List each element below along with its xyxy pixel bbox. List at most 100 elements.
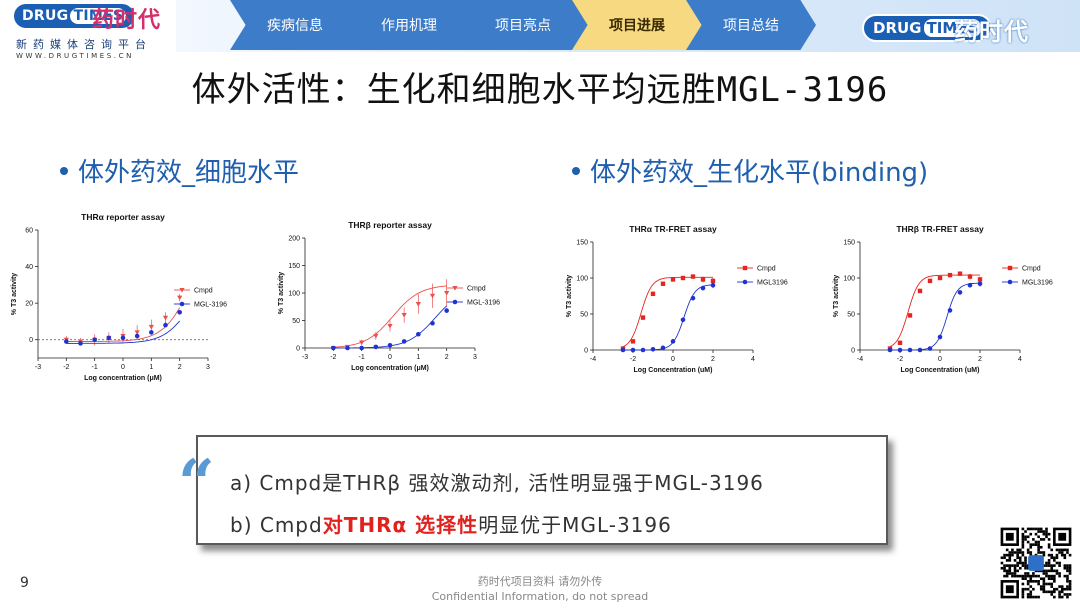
data-point bbox=[967, 274, 973, 279]
x-tick-label: 4 bbox=[1018, 356, 1022, 363]
legend-label: Cmpd bbox=[1022, 266, 1041, 273]
data-point bbox=[700, 285, 706, 291]
data-point bbox=[345, 345, 350, 351]
data-point bbox=[917, 288, 923, 294]
data-point bbox=[660, 281, 666, 286]
data-point bbox=[680, 317, 686, 323]
y-axis-label: % T3 activity bbox=[833, 275, 840, 318]
data-point bbox=[134, 330, 140, 335]
data-point bbox=[917, 347, 923, 353]
section-heading-biochemical: 体外药效_生化水平(binding) bbox=[572, 152, 928, 189]
conclusion-line-b: b) Cmpd对THRα 选择性明显优于MGL-3196 bbox=[230, 513, 672, 537]
x-tick-label: -2 bbox=[63, 364, 69, 371]
chart-title: THRβ reporter assay bbox=[348, 220, 432, 230]
data-point bbox=[177, 309, 182, 315]
data-point bbox=[907, 313, 913, 318]
legend-label: MGL3196 bbox=[757, 280, 788, 287]
x-tick-label: -4 bbox=[590, 356, 596, 363]
series-fit-curve-mgl3196 bbox=[66, 320, 181, 344]
drugtimes-logo[interactable]: DRUG TIMES 药时代 新药媒体咨询平台 WWW.DRUGTIMES.CN bbox=[14, 4, 174, 70]
data-point bbox=[957, 271, 963, 276]
qr-code-icon[interactable] bbox=[998, 525, 1074, 601]
nav-tab-mechanism[interactable]: 作用机理 bbox=[344, 0, 474, 50]
highlight-selectivity: 对THRα 选择性 bbox=[322, 513, 479, 537]
x-tick-label: 3 bbox=[473, 354, 477, 361]
legend-marker bbox=[179, 288, 185, 293]
x-tick-label: 2 bbox=[711, 356, 715, 363]
nav-tab-summary[interactable]: 项目总结 bbox=[686, 0, 816, 50]
y-tick-label: 40 bbox=[25, 264, 33, 271]
data-point bbox=[415, 302, 421, 307]
data-point bbox=[640, 315, 646, 320]
data-point bbox=[690, 274, 696, 279]
drugtimes-logo-right: DRUG TIMES 药时代 bbox=[862, 12, 1062, 46]
footer-line-cn: 药时代项目资料 请勿外传 bbox=[477, 575, 603, 588]
data-point bbox=[64, 339, 69, 344]
nav-tab-highlights[interactable]: 项目亮点 bbox=[458, 0, 588, 50]
data-point bbox=[416, 331, 421, 337]
legend-label: MGL-3196 bbox=[194, 302, 227, 309]
y-tick-label: 50 bbox=[580, 312, 588, 319]
slide-title: 体外活性：生化和细胞水平均远胜MGL-3196 bbox=[191, 70, 889, 110]
x-tick-label: 2 bbox=[178, 364, 182, 371]
data-point bbox=[429, 293, 436, 299]
data-point bbox=[670, 277, 676, 282]
chart-canvas: THRβ reporter assay 0 50 100 150 200 -3 -2 -1 0 1 2… bbox=[278, 220, 500, 372]
data-point bbox=[630, 339, 636, 344]
data-point bbox=[162, 315, 169, 321]
data-point bbox=[630, 347, 636, 353]
legend-label: MGL-3196 bbox=[467, 300, 500, 307]
conclusion-box bbox=[196, 435, 888, 545]
x-tick-label: 3 bbox=[206, 364, 210, 371]
y-tick-label: 150 bbox=[843, 240, 855, 247]
x-tick-label: -3 bbox=[35, 364, 41, 371]
x-tick-label: -4 bbox=[857, 356, 863, 363]
data-point bbox=[78, 341, 83, 346]
y-tick-label: 0 bbox=[29, 337, 33, 344]
data-point bbox=[927, 346, 933, 351]
data-point bbox=[650, 346, 656, 352]
data-point bbox=[897, 347, 903, 353]
data-point bbox=[710, 278, 716, 284]
logo-tagline: 新药媒体咨询平台 bbox=[16, 38, 152, 51]
x-tick-label: 1 bbox=[416, 354, 420, 361]
chart-title: THRα reporter assay bbox=[81, 212, 165, 222]
series-fit-curve-cmpd bbox=[889, 274, 980, 348]
data-point bbox=[359, 340, 365, 346]
y-tick-label: 200 bbox=[288, 236, 300, 243]
data-point bbox=[387, 342, 393, 348]
chart-thrb-trfret: THRβ TR-FRET assay 0 50 100 150 -4 -2 0 2 4 Log Co… bbox=[815, 210, 1055, 385]
y-tick-label: 150 bbox=[288, 263, 300, 270]
data-point bbox=[430, 320, 435, 326]
series-fit-curve-cmpd bbox=[622, 276, 713, 348]
x-tick-label: 0 bbox=[121, 364, 125, 371]
legend-label: MGL3196 bbox=[1022, 280, 1053, 287]
legend-marker bbox=[742, 265, 748, 271]
y-tick-label: 60 bbox=[25, 228, 33, 235]
y-tick-label: 20 bbox=[25, 301, 33, 308]
nav-tab-disease-info[interactable]: 疾病信息 bbox=[230, 0, 360, 50]
data-point bbox=[620, 347, 626, 353]
section-nav: 疾病信息 作用机理 项目亮点 项目进展 项目总结 bbox=[176, 0, 1080, 52]
data-point bbox=[401, 339, 407, 344]
chart-canvas: THRα reporter assay 0 20 40 60 -3 -2 -1 0 1 2 3 Log … bbox=[11, 212, 227, 382]
series-fit-curve-mgl3196 bbox=[890, 282, 981, 351]
chart-title: THRβ TR-FRET assay bbox=[896, 224, 984, 234]
nav-tab-progress[interactable]: 项目进展 bbox=[572, 0, 702, 50]
data-point bbox=[120, 335, 126, 341]
data-point bbox=[957, 290, 963, 295]
legend-label: Cmpd bbox=[757, 266, 776, 273]
data-point bbox=[359, 345, 364, 351]
conclusion-line-a: a) Cmpd是THRβ 强效激动剂, 活性明显强于MGL-3196 bbox=[230, 471, 764, 495]
data-point bbox=[92, 337, 97, 343]
data-point bbox=[401, 313, 407, 318]
data-point bbox=[670, 339, 676, 344]
x-axis-label: Log Concentration (uM) bbox=[901, 367, 980, 374]
x-tick-label: -2 bbox=[897, 356, 903, 363]
y-tick-label: 0 bbox=[851, 348, 855, 355]
chart-canvas: THRα TR-FRET assay 0 50 100 150 -4 -2 0 2 4 Log Co… bbox=[566, 224, 788, 374]
y-tick-label: 50 bbox=[292, 318, 300, 325]
data-point bbox=[331, 345, 336, 351]
legend-label: Cmpd bbox=[194, 288, 213, 295]
y-tick-label: 0 bbox=[296, 346, 300, 353]
